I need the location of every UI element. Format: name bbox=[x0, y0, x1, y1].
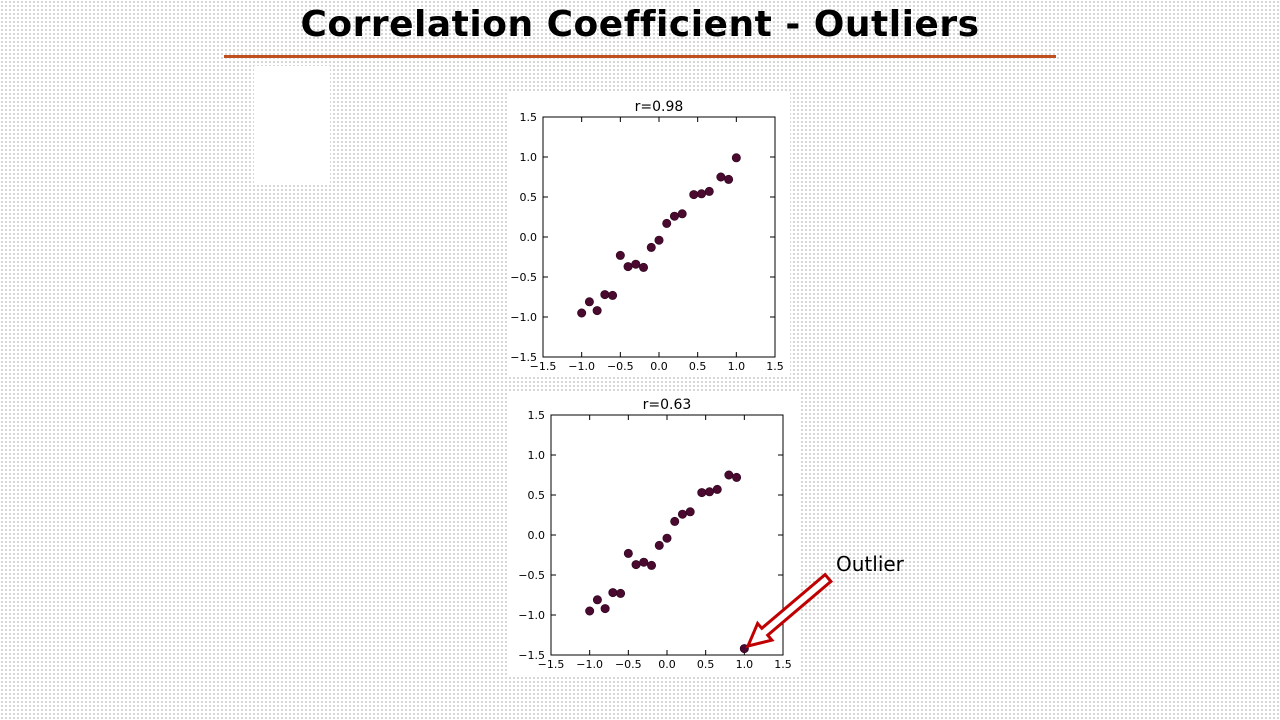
scatter-chart-r063: r=0.63 −1.5 −1.0 −0.5 0.0 0.5 1.0 1.5 −1.5 −1.0 −0… bbox=[508, 393, 800, 675]
chart-2-data-point bbox=[654, 540, 664, 550]
chart-1-data-point bbox=[716, 172, 726, 182]
chart-1-data-point bbox=[592, 306, 602, 316]
chart-1-xtick-label: 1.0 bbox=[728, 360, 746, 373]
chart-2-data-point bbox=[705, 487, 715, 497]
chart-2-data-point bbox=[677, 509, 687, 519]
chart-1-data-point bbox=[677, 209, 687, 219]
chart-2-data-point bbox=[712, 484, 722, 494]
chart-2-ytick-label: 0.5 bbox=[528, 489, 546, 502]
chart-1-data-point bbox=[731, 153, 741, 163]
chart-2-data-point bbox=[592, 595, 602, 605]
chart-2-ytick-label: 1.5 bbox=[528, 409, 546, 422]
chart-2-ytick-label: −1.5 bbox=[518, 649, 545, 662]
chart-2-data-point bbox=[670, 516, 680, 526]
chart-1-data-point bbox=[669, 211, 679, 221]
chart-2-xtick-label: 1.5 bbox=[774, 658, 792, 671]
chart-1-ytick-label: 1.5 bbox=[520, 111, 538, 124]
chart-1-data-point bbox=[654, 235, 664, 245]
chart-1-data-point bbox=[623, 262, 633, 272]
chart-1-data-point bbox=[724, 174, 734, 184]
chart-2-xtick-label: 1.0 bbox=[736, 658, 754, 671]
chart-2-data-point bbox=[685, 507, 695, 517]
chart-1-ytick-label: 0.5 bbox=[520, 191, 538, 204]
chart-2-data-point bbox=[631, 560, 641, 570]
chart-1-ytick-label: −1.0 bbox=[510, 311, 537, 324]
chart-2-data-point bbox=[724, 470, 734, 480]
chart-1-data-point bbox=[662, 218, 672, 228]
chart-1-data-point bbox=[704, 186, 714, 196]
chart-2-ytick-label: 0.0 bbox=[528, 529, 546, 542]
chart-1-xtick-label: −1.5 bbox=[530, 360, 557, 373]
chart-2-xtick-label: −1.5 bbox=[538, 658, 565, 671]
chart-1-data-point bbox=[639, 262, 649, 272]
outlier-annotation-label: Outlier bbox=[836, 552, 904, 576]
scatter-chart-2-svg: r=0.63 −1.5 −1.0 −0.5 0.0 0.5 1.0 1.5 −1.5 −1.0 −0… bbox=[518, 397, 792, 671]
chart-1-ytick-label: 1.0 bbox=[520, 151, 538, 164]
chart-1-ytick-label: 0.0 bbox=[520, 231, 538, 244]
chart-2-title: r=0.63 bbox=[643, 397, 692, 413]
chart-1-xtick-label: 0.5 bbox=[689, 360, 707, 373]
chart-1-ytick-label: −1.5 bbox=[510, 351, 537, 364]
chart-1-data-point bbox=[689, 190, 699, 200]
scatter-chart-1-svg: r=0.98 −1.5 −1.0 −0.5 0.0 0.5 1.0 1.5 −1.5 −1.0 −0… bbox=[510, 99, 784, 373]
chart-2-data-point bbox=[662, 533, 672, 543]
chart-1-data-point bbox=[615, 250, 625, 260]
slide-title: Correlation Coefficient - Outliers bbox=[300, 4, 980, 45]
chart-2-ytick-label: −1.0 bbox=[518, 609, 545, 622]
chart-2-data-point bbox=[608, 588, 618, 598]
chart-1-ytick-label: −0.5 bbox=[510, 271, 537, 284]
chart-2-data-point bbox=[647, 560, 657, 570]
chart-1-data-point bbox=[608, 290, 618, 300]
chart-1-xtick-label: −0.5 bbox=[607, 360, 634, 373]
chart-1-data-point bbox=[600, 290, 610, 300]
chart-1-data-point bbox=[577, 308, 587, 318]
chart-2-data-point bbox=[732, 472, 742, 482]
chart-2-data-point bbox=[639, 557, 649, 567]
chart-1-xtick-label: 0.0 bbox=[650, 360, 668, 373]
chart-1-title: r=0.98 bbox=[635, 99, 684, 115]
chart-2-data-point bbox=[600, 604, 610, 614]
chart-2-ytick-label: −0.5 bbox=[518, 569, 545, 582]
chart-1-xtick-label: 1.5 bbox=[766, 360, 784, 373]
scatter-chart-r098: r=0.98 −1.5 −1.0 −0.5 0.0 0.5 1.0 1.5 −1.5 −1.0 −0… bbox=[508, 93, 790, 375]
outlier-arrow-icon bbox=[745, 572, 834, 649]
chart-2-data-point bbox=[616, 588, 626, 598]
chart-2-xtick-label: −0.5 bbox=[615, 658, 642, 671]
chart-2-xtick-label: 0.0 bbox=[658, 658, 676, 671]
chart-2-xtick-label: 0.5 bbox=[697, 658, 715, 671]
blank-placeholder-box bbox=[254, 66, 330, 184]
chart-2-data-point bbox=[585, 606, 595, 616]
chart-2-data-point bbox=[697, 488, 707, 498]
chart-1-data-point bbox=[646, 242, 656, 252]
chart-2-ytick-label: 1.0 bbox=[528, 449, 546, 462]
chart-1-data-point bbox=[631, 259, 641, 269]
chart-1-data-point bbox=[697, 189, 707, 199]
title-underline bbox=[224, 55, 1056, 58]
chart-1-data-point bbox=[584, 297, 594, 307]
chart-2-xtick-label: −1.0 bbox=[576, 658, 603, 671]
chart-2-data-point bbox=[623, 548, 633, 558]
chart-1-xtick-label: −1.0 bbox=[568, 360, 595, 373]
